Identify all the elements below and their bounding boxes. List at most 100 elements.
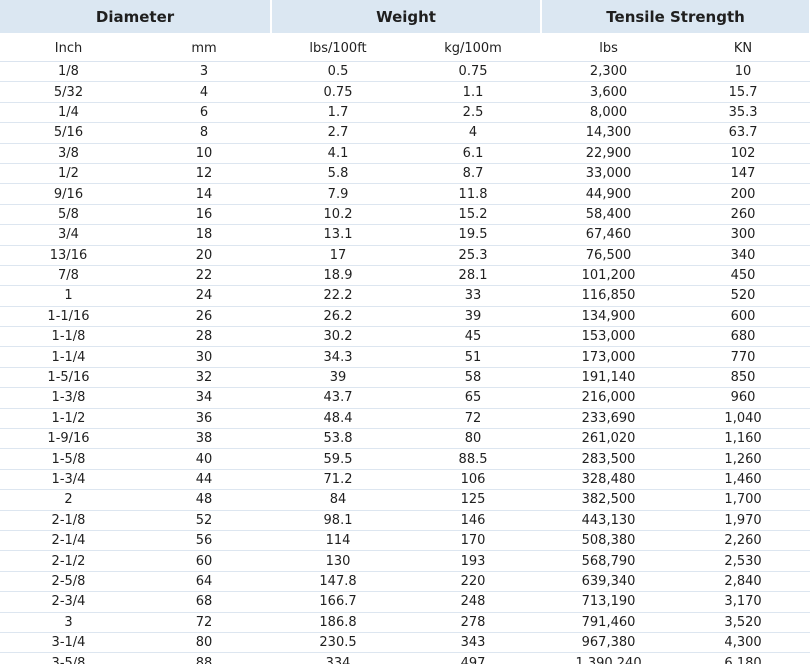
- table-cell: 173,000: [541, 346, 677, 368]
- table-cell: 88.5: [405, 448, 542, 470]
- column-header: Inch: [0, 34, 137, 62]
- table-cell: 3: [137, 61, 272, 83]
- table-cell: 147.8: [271, 571, 406, 593]
- table-cell: 26.2: [271, 306, 406, 328]
- table-cell: 17: [271, 245, 406, 266]
- table-cell: 58,400: [541, 204, 677, 226]
- table-cell: 48: [137, 489, 272, 511]
- table-cell: 2-5/8: [0, 571, 137, 593]
- table-cell: 102: [676, 143, 810, 164]
- table-row: 13/16 20 17 25.3 76,500 340: [0, 245, 810, 266]
- table-cell: 2,840: [676, 571, 810, 593]
- table-cell: 300: [676, 224, 810, 246]
- group-header: Tensile Strength: [541, 0, 810, 35]
- table-cell: 220: [405, 571, 542, 593]
- table-cell: 32: [137, 367, 272, 389]
- table-cell: 147: [676, 163, 810, 185]
- table-cell: 248: [405, 591, 542, 613]
- table-row: 2-1/4 56 114 170 508,380 2,260: [0, 530, 810, 552]
- table-row: 3/8 10 4.1 6.1 22,900 102: [0, 143, 810, 164]
- table-row: 1-3/8 34 43.7 65 216,000 960: [0, 387, 810, 409]
- table-cell: 343: [405, 632, 542, 654]
- table-cell: 26: [137, 306, 272, 328]
- table-cell: 58: [405, 367, 542, 389]
- table-cell: 44: [137, 469, 272, 491]
- table-cell: 3: [0, 612, 137, 633]
- table-cell: 22: [137, 265, 272, 287]
- table-row: 1-1/2 36 48.4 72 233,690 1,040: [0, 408, 810, 430]
- table-cell: 791,460: [541, 612, 677, 633]
- table-cell: 967,380: [541, 632, 677, 654]
- table-cell: 5/32: [0, 81, 137, 103]
- table-cell: 170: [405, 530, 542, 552]
- table-cell: 65: [405, 387, 542, 409]
- table-cell: 1-1/4: [0, 346, 137, 368]
- table-row: 9/16 14 7.9 11.8 44,900 200: [0, 183, 810, 205]
- table-cell: 4: [405, 122, 542, 144]
- table-row: 1-5/16 32 39 58 191,140 850: [0, 367, 810, 389]
- table-cell: 1-1/16: [0, 306, 137, 328]
- table-cell: 67,460: [541, 224, 677, 246]
- table-cell: 68: [137, 591, 272, 613]
- table-cell: 24: [137, 285, 272, 307]
- table-cell: 56: [137, 530, 272, 552]
- table-cell: 60: [137, 550, 272, 572]
- table-cell: 35.3: [676, 102, 810, 124]
- table-cell: 5/8: [0, 204, 137, 226]
- table-cell: 11.8: [405, 183, 542, 205]
- table-cell: 28.1: [405, 265, 542, 287]
- table-cell: 12: [137, 163, 272, 185]
- table-cell: 2: [0, 489, 137, 511]
- table-cell: 6,180: [676, 652, 810, 664]
- table-row: 1-1/16 26 26.2 39 134,900 600: [0, 306, 810, 328]
- table-cell: 7/8: [0, 265, 137, 287]
- table-row: 2-3/4 68 166.7 248 713,190 3,170: [0, 591, 810, 613]
- table-cell: 114: [271, 530, 406, 552]
- table-cell: 1,040: [676, 408, 810, 430]
- table-cell: 18: [137, 224, 272, 246]
- table-cell: 146: [405, 510, 542, 531]
- column-header: KN: [676, 34, 810, 62]
- table-cell: 36: [137, 408, 272, 430]
- table-cell: 230.5: [271, 632, 406, 654]
- table-cell: 278: [405, 612, 542, 633]
- table-cell: 2,300: [541, 61, 677, 83]
- table-row: 3-1/4 80 230.5 343 967,380 4,300: [0, 632, 810, 654]
- table-cell: 850: [676, 367, 810, 389]
- table-cell: 98.1: [271, 510, 406, 531]
- table-cell: 1: [0, 285, 137, 307]
- table-cell: 2-3/4: [0, 591, 137, 613]
- table-cell: 680: [676, 326, 810, 348]
- table-cell: 38: [137, 428, 272, 450]
- group-header-row: Diameter Weight Tensile Strength: [0, 0, 810, 35]
- table-cell: 2.5: [405, 102, 542, 124]
- table-cell: 48.4: [271, 408, 406, 430]
- table-cell: 3/4: [0, 224, 137, 246]
- table-cell: 1/4: [0, 102, 137, 124]
- table-cell: 3-1/4: [0, 632, 137, 654]
- table-cell: 0.5: [271, 61, 406, 83]
- table-cell: 14: [137, 183, 272, 205]
- table-row: 1/2 12 5.8 8.7 33,000 147: [0, 163, 810, 185]
- table-cell: 15.2: [405, 204, 542, 226]
- column-header: kg/100m: [405, 34, 542, 62]
- table-cell: 6.1: [405, 143, 542, 164]
- table-cell: 639,340: [541, 571, 677, 593]
- table-cell: 3,600: [541, 81, 677, 103]
- table-cell: 6: [137, 102, 272, 124]
- table-row: 1-5/8 40 59.5 88.5 283,500 1,260: [0, 448, 810, 470]
- table-cell: 71.2: [271, 469, 406, 491]
- table-cell: 33,000: [541, 163, 677, 185]
- table-cell: 334: [271, 652, 406, 664]
- table-cell: 64: [137, 571, 272, 593]
- table-cell: 3,520: [676, 612, 810, 633]
- table-cell: 382,500: [541, 489, 677, 511]
- table-cell: 3/8: [0, 143, 137, 164]
- table-cell: 88: [137, 652, 272, 664]
- column-header-row: Inch mm lbs/100ft kg/100m lbs KN: [0, 34, 810, 62]
- table-cell: 9/16: [0, 183, 137, 205]
- table-cell: 568,790: [541, 550, 677, 572]
- table-cell: 45: [405, 326, 542, 348]
